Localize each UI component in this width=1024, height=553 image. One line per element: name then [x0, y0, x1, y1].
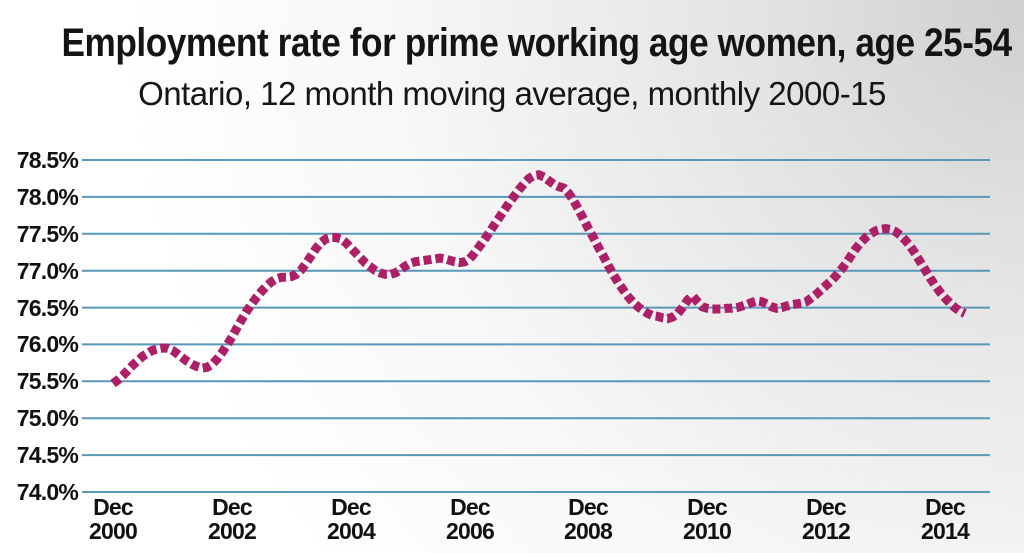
- y-axis-label: 76.0%: [16, 331, 79, 357]
- x-axis-label: Dec 2002: [208, 494, 257, 544]
- y-axis-label: 74.0%: [16, 479, 79, 505]
- chart-subtitle: Ontario, 12 month moving average, monthl…: [138, 75, 886, 112]
- y-axis-label: 78.5%: [16, 147, 79, 173]
- x-axis-label: Dec 2008: [564, 494, 613, 544]
- x-axis-label: Dec 2000: [89, 494, 138, 544]
- chart-header: Employment rate for prime working age wo…: [0, 0, 1024, 113]
- y-axis-label: 76.5%: [16, 295, 79, 321]
- x-axis-label: Dec 2010: [683, 494, 732, 544]
- x-axis-label: Dec 2014: [921, 494, 970, 544]
- y-axis-label: 78.0%: [16, 184, 79, 210]
- y-axis-label: 75.0%: [16, 405, 79, 431]
- y-axis-label: 77.5%: [16, 221, 79, 247]
- x-axis-label: Dec 2004: [327, 494, 376, 544]
- chart-title: Employment rate for prime working age wo…: [61, 21, 1012, 65]
- x-axis-label: Dec 2012: [802, 494, 851, 544]
- y-axis-label: 74.5%: [16, 442, 79, 468]
- y-axis-label: 77.0%: [16, 258, 79, 284]
- x-axis-label: Dec 2006: [446, 494, 495, 544]
- employment-rate-line: [110, 170, 967, 388]
- y-axis-label: 75.5%: [16, 368, 79, 394]
